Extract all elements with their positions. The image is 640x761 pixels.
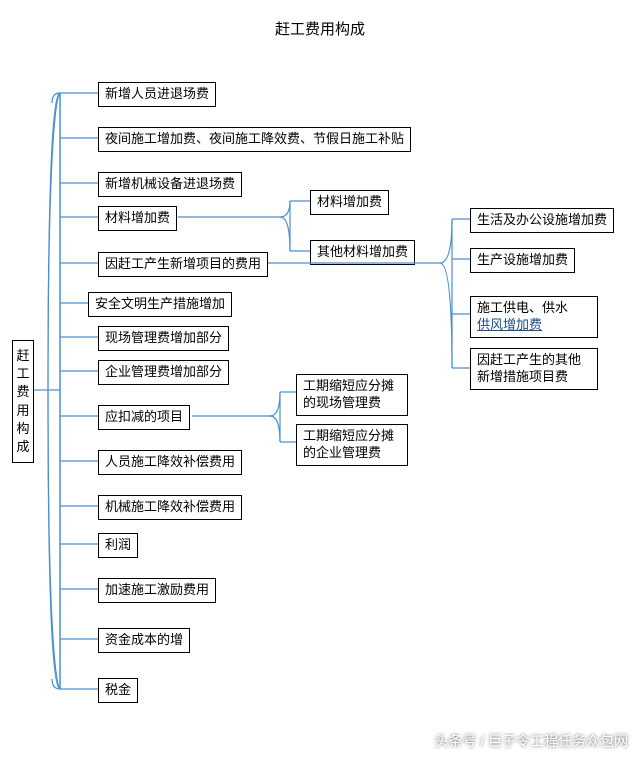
l1-label: 材料增加费 — [105, 210, 170, 225]
l2-label: 工期缩短应分摊的企业管理费 — [303, 428, 394, 460]
l1-node-3: 新增机械设备进退场费 — [98, 172, 242, 197]
l1-label: 加速施工激励费用 — [105, 582, 209, 597]
l1-label: 因赶工产生新增项目的费用 — [105, 256, 261, 271]
l1-node-11: 机械施工降效补偿费用 — [98, 495, 242, 520]
l2-deduct-1: 工期缩短应分摊的现场管理费 — [296, 374, 408, 416]
l3-fac-4: 因赶工产生的其他新增措施项目费 — [470, 348, 598, 390]
l1-label: 新增人员进退场费 — [105, 86, 209, 101]
l1-node-5: 因赶工产生新增项目的费用 — [98, 252, 268, 277]
l1-label: 机械施工降效补偿费用 — [105, 499, 235, 514]
l3-fac-3: 施工供电、供水 供风增加费 — [470, 296, 598, 338]
l1-label: 应扣减的项目 — [105, 409, 183, 424]
l3-fac-1: 生活及办公设施增加费 — [470, 208, 614, 233]
root-node: 赶工费用构成 — [12, 340, 34, 463]
l1-node-10: 人员施工降效补偿费用 — [98, 450, 242, 475]
l1-node-1: 新增人员进退场费 — [98, 82, 216, 107]
diagram-title: 赶工费用构成 — [0, 18, 640, 39]
l1-node-12: 利润 — [98, 533, 138, 558]
l1-node-14: 资金成本的增 — [98, 628, 190, 653]
l3-label: 生产设施增加费 — [477, 252, 568, 267]
l1-label: 资金成本的增 — [105, 632, 183, 647]
l2-label: 其他材料增加费 — [317, 244, 408, 259]
l2-materials-1: 材料增加费 — [310, 190, 389, 215]
l1-label: 人员施工降效补偿费用 — [105, 454, 235, 469]
l1-node-8: 企业管理费增加部分 — [98, 360, 229, 385]
l3-fac-2: 生产设施增加费 — [470, 248, 575, 273]
l2-label: 材料增加费 — [317, 194, 382, 209]
l3-label: 因赶工产生的其他新增措施项目费 — [477, 352, 581, 384]
l1-label: 安全文明生产措施增加 — [95, 296, 225, 311]
l3-label: 生活及办公设施增加费 — [477, 212, 607, 227]
l1-label: 夜间施工增加费、夜间施工降效费、节假日施工补贴 — [105, 131, 404, 146]
watermark: 头条号 / 巨子令工程任务众包网 — [434, 731, 628, 751]
l2-label: 工期缩短应分摊的现场管理费 — [303, 378, 394, 410]
l1-node-7: 现场管理费增加部分 — [98, 326, 229, 351]
l1-node-13: 加速施工激励费用 — [98, 578, 216, 603]
l1-label: 利润 — [105, 537, 131, 552]
l1-node-2: 夜间施工增加费、夜间施工降效费、节假日施工补贴 — [98, 127, 411, 152]
l3-label-underline: 供风增加费 — [477, 317, 542, 332]
l2-materials-2: 其他材料增加费 — [310, 240, 415, 265]
l1-node-9: 应扣减的项目 — [98, 405, 190, 430]
l1-label: 企业管理费增加部分 — [105, 364, 222, 379]
l1-node-4: 材料增加费 — [98, 206, 177, 231]
l1-label: 税金 — [105, 682, 131, 697]
l1-label: 现场管理费增加部分 — [105, 330, 222, 345]
l3-label: 施工供电、供水 — [477, 300, 568, 315]
root-label: 赶工费用构成 — [16, 348, 29, 454]
l2-deduct-2: 工期缩短应分摊的企业管理费 — [296, 424, 408, 466]
l1-node-6: 安全文明生产措施增加 — [88, 292, 232, 317]
l1-label: 新增机械设备进退场费 — [105, 176, 235, 191]
l1-node-15: 税金 — [98, 678, 138, 703]
